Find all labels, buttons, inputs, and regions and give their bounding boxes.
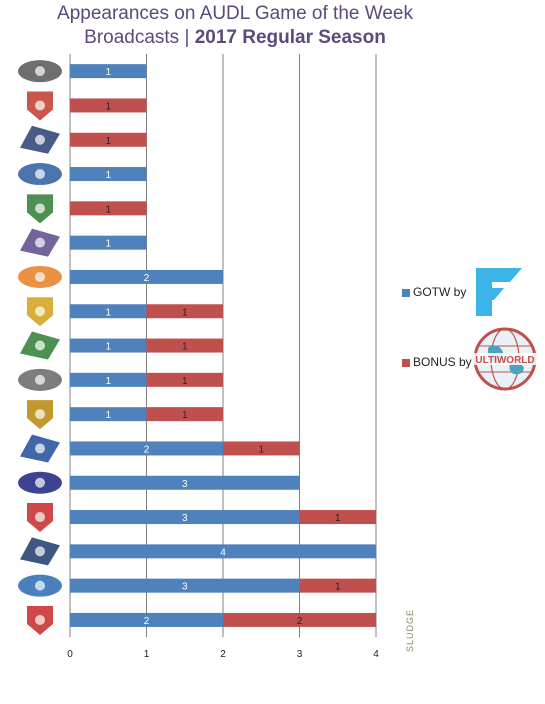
bar-gotw-4 bbox=[70, 167, 147, 182]
x-tick-label-3: 3 bbox=[297, 649, 303, 660]
h-logo-icon bbox=[20, 228, 60, 257]
data-label-bonus-9: 1 bbox=[182, 342, 188, 353]
data-label-gotw-12: 2 bbox=[144, 444, 150, 455]
data-label-gotw-17: 2 bbox=[144, 616, 150, 627]
data-label-bonus-11: 1 bbox=[182, 410, 188, 421]
flyers-logo-icon bbox=[18, 574, 62, 597]
fan-network-logo-icon bbox=[470, 266, 524, 318]
x-tick-label-1: 1 bbox=[144, 649, 150, 660]
bar-bonus-14 bbox=[299, 510, 376, 525]
legend-gotw-label: GOTW by bbox=[413, 285, 467, 299]
data-label-gotw-14: 3 bbox=[182, 513, 188, 524]
data-label-gotw-1: 1 bbox=[105, 67, 111, 78]
bar-bonus-12 bbox=[223, 441, 300, 456]
eagle-logo-icon bbox=[27, 297, 53, 327]
bar-gotw-16 bbox=[70, 578, 300, 593]
data-label-bonus-16: 1 bbox=[335, 582, 341, 593]
data-label-bonus-3: 1 bbox=[105, 136, 111, 147]
bar-gotw-12 bbox=[70, 441, 223, 456]
b-logo-icon bbox=[27, 605, 53, 635]
credit-text: SLUDGE bbox=[405, 608, 415, 652]
legend-gotw-swatch bbox=[402, 289, 410, 297]
legend-bonus-label: BONUS by bbox=[413, 355, 472, 369]
bar-bonus-2 bbox=[70, 98, 147, 113]
chart-title-line1: Appearances on AUDL Game of the Week bbox=[57, 3, 413, 24]
data-label-gotw-7: 2 bbox=[144, 273, 150, 284]
bar-bonus-8 bbox=[146, 304, 223, 319]
data-label-bonus-10: 1 bbox=[182, 376, 188, 387]
bar-gotw-13 bbox=[70, 475, 300, 490]
title-season: 2017 Regular Season bbox=[194, 27, 386, 48]
data-label-bonus-2: 1 bbox=[105, 101, 111, 112]
bar-bonus-10 bbox=[146, 372, 223, 387]
cannons-logo-icon bbox=[27, 400, 53, 430]
data-label-bonus-5: 1 bbox=[105, 204, 111, 215]
bar-bonus-11 bbox=[146, 407, 223, 422]
bar-gotw-15 bbox=[70, 544, 376, 559]
bar-gotw-14 bbox=[70, 510, 300, 525]
data-label-gotw-11: 1 bbox=[105, 410, 111, 421]
data-label-gotw-15: 4 bbox=[220, 547, 226, 558]
bar-bonus-9 bbox=[146, 338, 223, 353]
data-label-bonus-8: 1 bbox=[182, 307, 188, 318]
ultiworld-logo-icon: ULTIWORLD bbox=[472, 327, 538, 391]
data-label-gotw-9: 1 bbox=[105, 342, 111, 353]
x-tick-label-2: 2 bbox=[220, 649, 226, 660]
x-tick-label-0: 0 bbox=[67, 649, 73, 660]
data-label-gotw-13: 3 bbox=[182, 479, 188, 490]
title-prefix: Broadcasts | bbox=[84, 27, 195, 48]
wave-logo-icon bbox=[18, 163, 62, 186]
chart-title-line2: Broadcasts | 2017 Regular Season bbox=[0, 26, 470, 50]
r-logo-icon bbox=[20, 434, 60, 463]
helmet-logo-icon bbox=[20, 537, 60, 566]
bar-bonus-3 bbox=[70, 132, 147, 147]
bar-gotw-6 bbox=[70, 235, 147, 250]
data-label-gotw-16: 3 bbox=[182, 582, 188, 593]
dragon-logo-icon bbox=[27, 194, 53, 224]
legend-bonus-swatch bbox=[402, 359, 410, 367]
data-label-gotw-8: 1 bbox=[105, 307, 111, 318]
data-label-bonus-12: 1 bbox=[258, 444, 264, 455]
bar-gotw-7 bbox=[70, 269, 223, 284]
bar-bonus-17 bbox=[223, 612, 376, 627]
ultiworld-text: ULTIWORLD bbox=[475, 355, 534, 366]
shield-disc-logo-icon bbox=[20, 125, 60, 154]
empire-logo-icon bbox=[20, 331, 60, 360]
bar-gotw-17 bbox=[70, 612, 223, 627]
m-logo-icon bbox=[18, 368, 62, 391]
phoenix-logo-icon bbox=[27, 91, 53, 121]
wolf-logo-icon bbox=[18, 60, 62, 83]
bar-gotw-9 bbox=[70, 338, 147, 353]
data-label-gotw-6: 1 bbox=[105, 239, 111, 250]
bar-gotw-10 bbox=[70, 372, 147, 387]
bar-gotw-11 bbox=[70, 407, 147, 422]
bar-bonus-5 bbox=[70, 201, 147, 216]
data-label-gotw-10: 1 bbox=[105, 376, 111, 387]
bar-gotw-8 bbox=[70, 304, 147, 319]
x-tick-label-4: 4 bbox=[373, 649, 379, 660]
data-label-gotw-4: 1 bbox=[105, 170, 111, 181]
roughnecks-logo-icon bbox=[18, 471, 62, 494]
bar-gotw-1 bbox=[70, 64, 147, 79]
data-label-bonus-17: 2 bbox=[297, 616, 303, 627]
bar-bonus-16 bbox=[299, 578, 376, 593]
sf-logo-icon bbox=[18, 265, 62, 288]
data-label-bonus-14: 1 bbox=[335, 513, 341, 524]
rush-logo-icon bbox=[27, 503, 53, 533]
